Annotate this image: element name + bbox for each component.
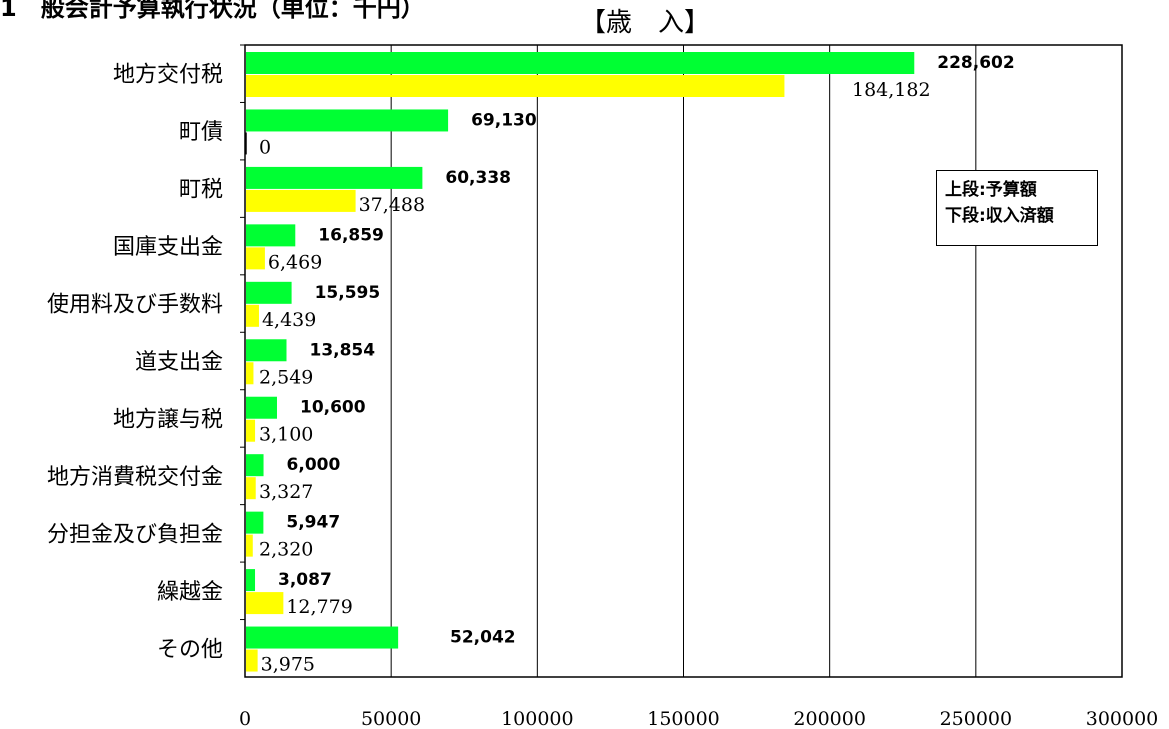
data-label-budget: 69,130 <box>471 110 537 130</box>
bar-budget <box>246 52 915 74</box>
data-label-budget: 52,042 <box>450 628 516 648</box>
data-label-received: 184,182 <box>852 79 931 101</box>
bar-budget <box>246 224 296 247</box>
data-label-budget: 3,087 <box>278 570 332 590</box>
chart-title: 【歳 入】 <box>580 8 711 38</box>
bar-budget <box>246 109 449 132</box>
category-label: 町債 <box>179 120 223 145</box>
data-label-budget: 60,338 <box>445 168 511 188</box>
bar-budget <box>246 339 287 362</box>
category-label: 道支出金 <box>135 350 223 375</box>
x-tick-label: 100000 <box>501 708 574 729</box>
data-label-received: 3,975 <box>261 654 315 676</box>
category-label: 使用料及び手数料 <box>47 293 223 318</box>
bar-budget <box>246 626 399 649</box>
data-label-budget: 13,854 <box>309 340 375 360</box>
bar-budget <box>246 396 277 419</box>
legend-item-budget: 上段:予算額 <box>945 180 1037 200</box>
bar-budget <box>246 569 256 592</box>
category-label: 町税 <box>179 178 223 203</box>
x-tick-label: 0 <box>239 708 251 729</box>
bar-received <box>246 304 259 327</box>
category-label: 地方譲与税 <box>113 407 223 432</box>
data-label-received: 12,779 <box>286 596 352 618</box>
bar-received <box>246 362 254 385</box>
data-label-received: 0 <box>259 136 271 158</box>
category-label: 地方交付税 <box>113 63 223 88</box>
x-tick-label: 250000 <box>940 708 1013 729</box>
legend-item-received: 下段:収入済額 <box>945 206 1054 226</box>
data-label-budget: 10,600 <box>300 398 366 418</box>
data-label-received: 2,320 <box>259 539 313 561</box>
bar-received <box>246 419 256 442</box>
x-tick-label: 200000 <box>793 708 866 729</box>
category-label: 国庫支出金 <box>113 235 223 260</box>
x-tick-label: 300000 <box>1086 708 1159 729</box>
bar-budget <box>246 454 264 477</box>
data-label-budget: 5,947 <box>286 513 340 533</box>
bar-received <box>246 534 253 557</box>
data-label-received: 3,100 <box>259 424 313 446</box>
bar-received <box>246 649 258 672</box>
bar-received <box>246 477 256 500</box>
plot-border <box>244 44 1123 678</box>
data-label-budget: 6,000 <box>287 455 341 475</box>
bar-received <box>246 247 265 270</box>
bar-received <box>246 189 356 212</box>
data-label-budget: 16,859 <box>318 225 384 245</box>
data-label-budget: 15,595 <box>315 283 381 303</box>
data-label-received: 3,327 <box>259 481 313 503</box>
data-label-received: 4,439 <box>262 309 316 331</box>
bar-budget <box>246 511 264 534</box>
data-label-received: 37,488 <box>359 194 425 216</box>
category-label: その他 <box>157 637 223 662</box>
bar-budget <box>246 281 292 304</box>
legend: 上段:予算額 下段:収入済額 <box>936 170 1098 246</box>
data-label-received: 2,549 <box>259 366 313 388</box>
category-label: 地方消費税交付金 <box>47 465 223 490</box>
data-label-budget: 228,602 <box>937 53 1014 73</box>
bar-budget <box>246 166 423 189</box>
category-label: 分担金及び負担金 <box>47 522 223 547</box>
bar-received <box>246 75 785 97</box>
page-title: 1 般会計予算執行状況（単位：千円） <box>0 0 425 22</box>
x-tick-label: 150000 <box>647 708 720 729</box>
x-tick-label: 50000 <box>361 708 421 729</box>
bar-received <box>246 592 284 615</box>
category-label: 繰越金 <box>157 580 223 605</box>
data-label-received: 6,469 <box>268 251 322 273</box>
